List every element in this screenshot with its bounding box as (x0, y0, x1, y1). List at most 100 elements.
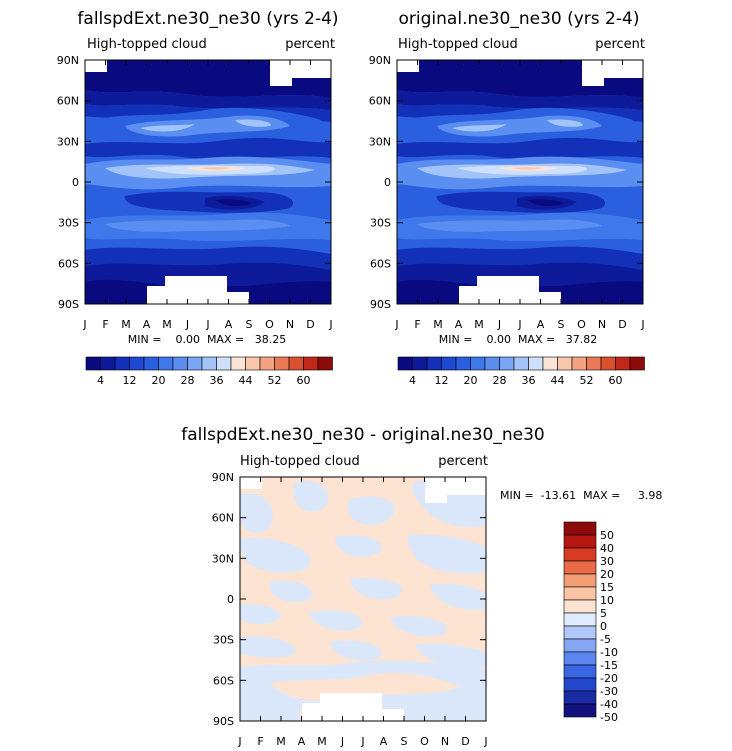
x-tick-label: J (483, 735, 487, 748)
colorbar-swatch (245, 356, 261, 371)
colorbar-swatch (114, 356, 130, 371)
panel3-y-axis: 90N 60N 30N 0 30S 60S 90S (212, 471, 486, 728)
colorbar-swatch (274, 356, 290, 371)
colorbar-swatch (426, 356, 442, 371)
colorbar-swatch (563, 677, 597, 692)
colorbar-swatch (563, 625, 597, 640)
colorbar-label: 20 (152, 374, 166, 387)
panel2-subtitle-left: High-topped cloud (398, 37, 518, 52)
x-tick-label: J (517, 318, 521, 331)
colorbar-swatch (600, 356, 616, 371)
x-tick-label: J (237, 735, 241, 748)
x-tick-label: M (121, 318, 131, 331)
x-tick-label: D (461, 735, 469, 748)
colorbar-label: 52 (268, 374, 282, 387)
x-tick-label: M (317, 735, 327, 748)
panel2-subtitle-right: percent (595, 37, 645, 52)
panel2-title: original.ne30_ne30 (yrs 2-4) (399, 9, 640, 29)
colorbar-swatch (571, 356, 587, 371)
x-tick-label: J (394, 318, 398, 331)
colorbar-swatch (303, 356, 319, 371)
colorbar-label: -5 (600, 633, 611, 646)
y-tick-label: 60S (213, 674, 234, 687)
panel3-field (240, 477, 486, 721)
x-tick-label: O (265, 318, 274, 331)
colorbar-swatch (230, 356, 246, 371)
colorbar-swatch (100, 356, 116, 371)
colorbar-swatch (172, 356, 188, 371)
x-tick-label: A (298, 735, 306, 748)
y-tick-label: 60S (370, 257, 391, 270)
y-tick-label: 90N (212, 471, 234, 484)
panel1-y-axis: 90N 60N 30N 0 30S 60S 90S (57, 54, 331, 311)
colorbar-label: 44 (551, 374, 565, 387)
colorbar-swatch (470, 356, 486, 371)
y-tick-label: 60N (212, 512, 234, 525)
colorbar-label: 28 (181, 374, 195, 387)
colorbar-label: 12 (435, 374, 449, 387)
panel2-field (397, 60, 643, 304)
y-tick-label: 30S (58, 217, 79, 230)
x-tick-label: F (102, 318, 108, 331)
colorbar-swatch (397, 356, 413, 371)
colorbar-swatch (85, 356, 101, 371)
colorbar-label: 40 (600, 542, 614, 555)
colorbar-swatch (563, 521, 597, 536)
panel1-colorbar: 4 12 20 28 36 44 52 60 (85, 356, 333, 387)
y-tick-label: 0 (227, 593, 234, 606)
colorbar-swatch (542, 356, 558, 371)
x-tick-label: J (340, 735, 344, 748)
panel1-stats: MIN = 0.00 MAX = 38.25 (128, 333, 286, 346)
panel3-subtitle-right: percent (438, 454, 488, 469)
colorbar-swatch (216, 356, 232, 371)
x-tick-label: A (143, 318, 151, 331)
y-tick-label: 90S (370, 298, 391, 311)
panel3-subtitle-left: High-topped cloud (240, 454, 360, 469)
colorbar-swatch (412, 356, 428, 371)
colorbar-swatch (563, 690, 597, 705)
colorbar-label: 15 (600, 581, 614, 594)
y-tick-label: 30N (369, 135, 391, 148)
colorbar-swatch (455, 356, 471, 371)
y-tick-label: 30N (57, 135, 79, 148)
y-tick-label: 0 (72, 176, 79, 189)
x-tick-label: M (474, 318, 484, 331)
panel-fallspdext: fallspdExt.ne30_ne30 (yrs 2-4) High-topp… (57, 9, 339, 387)
x-tick-label: J (497, 318, 501, 331)
colorbar-swatch (563, 547, 597, 562)
colorbar-swatch (513, 356, 529, 371)
x-tick-label: J (205, 318, 209, 331)
y-tick-label: 0 (384, 176, 391, 189)
colorbar-swatch (563, 573, 597, 588)
colorbar-swatch (563, 612, 597, 627)
colorbar-swatch (201, 356, 217, 371)
x-tick-label: S (558, 318, 565, 331)
colorbar-label: 52 (580, 374, 594, 387)
panel3-contours (240, 477, 486, 721)
panel2-colorbar: 4 12 20 28 36 44 52 60 (397, 356, 645, 387)
colorbar-label: -20 (600, 672, 618, 685)
panel1-title: fallspdExt.ne30_ne30 (yrs 2-4) (77, 9, 338, 29)
colorbar-swatch (484, 356, 500, 371)
x-tick-label: S (401, 735, 408, 748)
panel1-field (85, 60, 331, 304)
x-tick-label: N (286, 318, 294, 331)
colorbar-swatch (129, 356, 145, 371)
colorbar-label: 4 (409, 374, 416, 387)
colorbar-swatch (586, 356, 602, 371)
colorbar-label: 36 (522, 374, 536, 387)
panel1-contours (85, 60, 331, 304)
colorbar-label: 12 (123, 374, 137, 387)
x-tick-label: M (433, 318, 443, 331)
y-tick-label: 30S (213, 634, 234, 647)
x-tick-label: O (577, 318, 586, 331)
panel2-y-axis: 90N 60N 30N 0 30S 60S 90S (369, 54, 643, 311)
colorbar-swatch (615, 356, 631, 371)
colorbar-swatch (441, 356, 457, 371)
colorbar-swatch (557, 356, 573, 371)
x-tick-label: A (537, 318, 545, 331)
